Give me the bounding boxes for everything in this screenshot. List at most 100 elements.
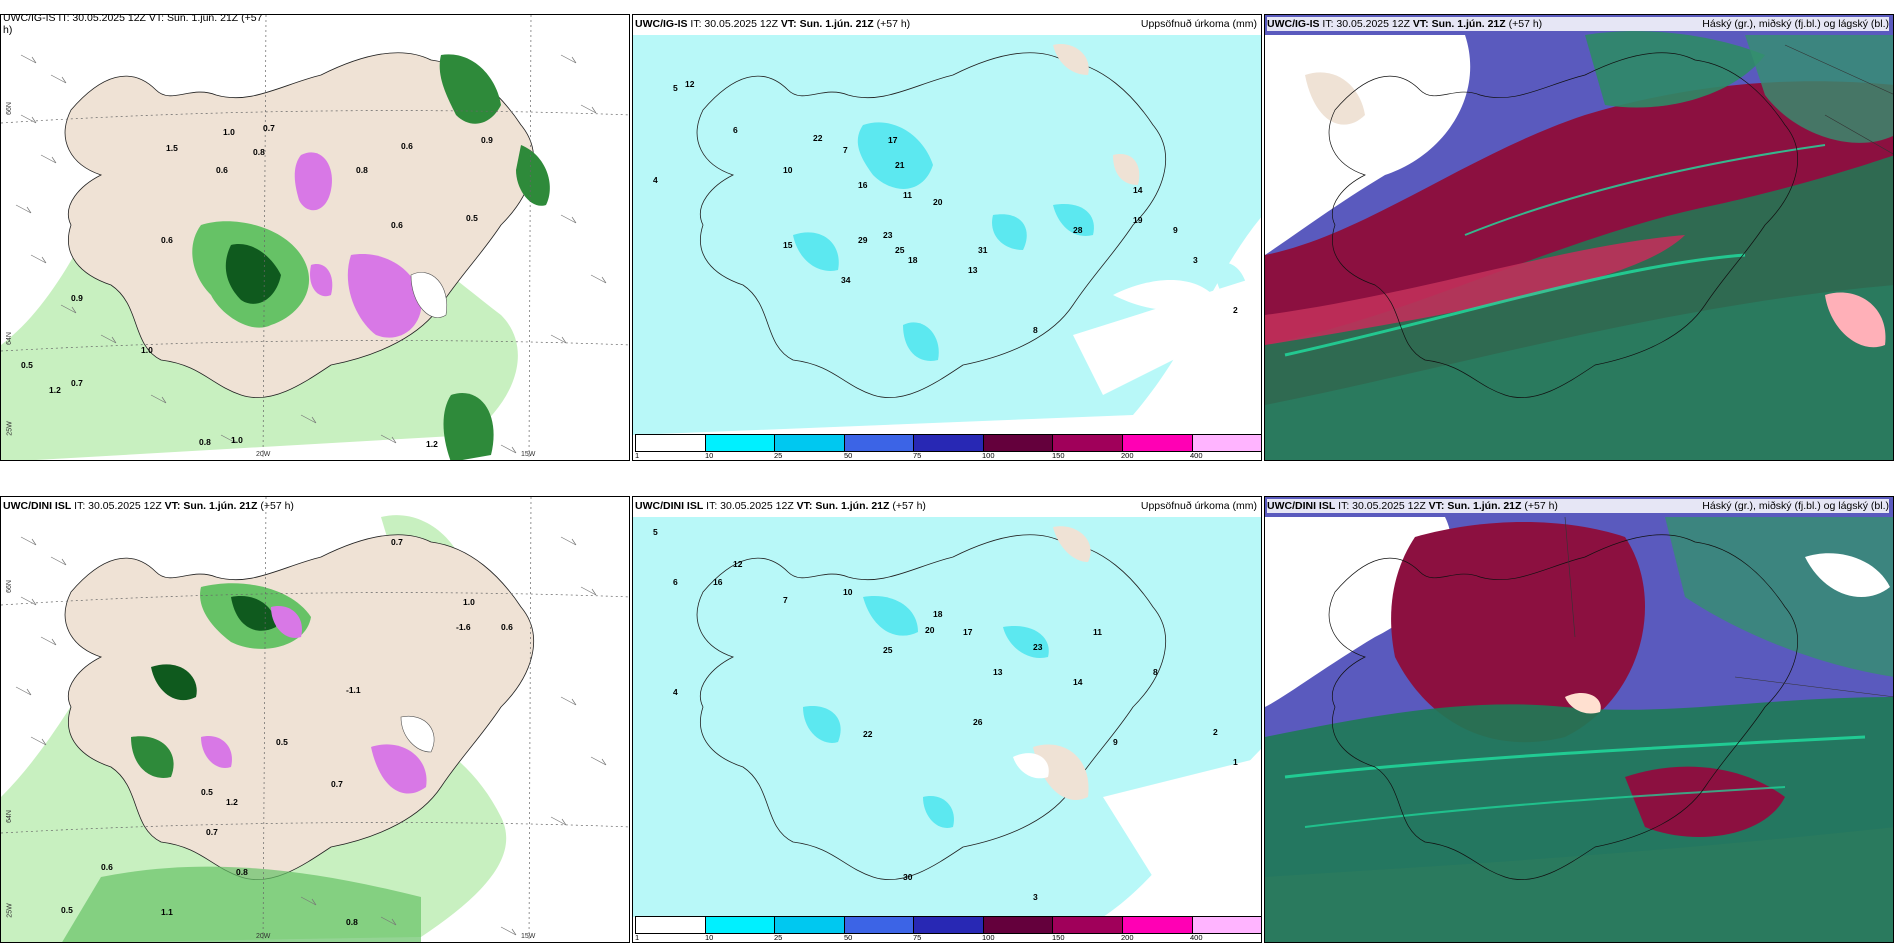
- precip-label: 1.2: [226, 797, 238, 807]
- accum-label: 16: [713, 577, 723, 587]
- colorbar-swatch: [705, 917, 776, 933]
- precip-label: 1.2: [426, 439, 438, 449]
- accum-label: 34: [841, 275, 851, 285]
- lat-label-66n: 66N: [5, 580, 13, 593]
- accum-label: 23: [883, 230, 893, 240]
- accum-label: 10: [783, 165, 793, 175]
- accum-label: 8: [1153, 667, 1158, 677]
- accum-label: 25: [883, 645, 893, 655]
- accum-label: 6: [733, 125, 738, 135]
- panel-header: UWC/IG-IS IT: 30.05.2025 12Z VT: Sun. 1.…: [3, 14, 625, 25]
- accum-label: 22: [813, 133, 823, 143]
- precip-label: 0.5: [61, 905, 73, 915]
- colorbar-tick: 50: [844, 451, 853, 460]
- precip-label: 0.8: [346, 917, 358, 927]
- lat-label-64n: 64N: [5, 332, 13, 345]
- colorbar-swatch: [636, 917, 706, 933]
- precip-label: 0.6: [161, 235, 173, 245]
- accumulated-precip-map: [633, 15, 1261, 460]
- precip-colorbar: [635, 434, 1261, 452]
- colorbar-tick: 100: [982, 933, 995, 942]
- accum-label: 5: [653, 527, 658, 537]
- precip-label: 1.0: [231, 435, 243, 445]
- accum-label: 22: [863, 729, 873, 739]
- precip-label: 0.9: [71, 293, 83, 303]
- precip-label: 0.9: [481, 135, 493, 145]
- accum-label: 23: [1033, 642, 1043, 652]
- precip-label: 0.6: [216, 165, 228, 175]
- map-panel-bottom-right: UWC/DINI ISL IT: 30.05.2025 12Z VT: Sun.…: [1264, 496, 1894, 943]
- accum-label: 30: [903, 872, 913, 882]
- cloud-cover-map: [1265, 497, 1893, 942]
- accum-label: 2: [1213, 727, 1218, 737]
- panel-header: UWC/DINI ISL IT: 30.05.2025 12Z VT: Sun.…: [1267, 499, 1889, 513]
- precip-colorbar: [635, 916, 1261, 934]
- accum-label: 9: [1113, 737, 1118, 747]
- wind-precip-map: [1, 15, 629, 460]
- accum-label: 11: [1093, 627, 1102, 637]
- accum-label: 20: [925, 625, 935, 635]
- panel-header: UWC/IG-IS IT: 30.05.2025 12Z VT: Sun. 1.…: [635, 18, 1257, 30]
- precip-label: 1.2: [49, 385, 61, 395]
- lat-label-64n: 64N: [5, 810, 13, 823]
- colorbar-swatch: [914, 435, 984, 451]
- accum-label: 13: [993, 667, 1003, 677]
- precip-label: 1.1: [161, 907, 173, 917]
- accum-label: 8: [1033, 325, 1038, 335]
- colorbar-tick: 25: [774, 451, 783, 460]
- panel-title: Háský (gr.), miðský (fj.bl.) og lágský (…: [1702, 500, 1889, 512]
- panel-title: Uppsöfnuð úrkoma (mm): [1140, 500, 1257, 512]
- colorbar-swatch: [705, 435, 776, 451]
- accum-label: 2: [1233, 305, 1238, 315]
- accum-label: 18: [908, 255, 918, 265]
- precip-label: 0.6: [391, 220, 403, 230]
- accum-label: 6: [673, 577, 678, 587]
- panel-title: Háský (gr.), miðský (fj.bl.) og lágský (…: [1702, 18, 1889, 30]
- colorbar-tick: 1: [635, 451, 640, 460]
- precip-label: 0.8: [236, 867, 248, 877]
- accum-label: 17: [888, 135, 898, 145]
- precip-label: 0.7: [263, 123, 275, 133]
- accum-label: 1: [1233, 757, 1238, 767]
- lon-label-15w: 15W: [521, 451, 536, 458]
- precip-label: 0.5: [21, 360, 33, 370]
- map-panel-bottom-middle: UWC/DINI ISL IT: 30.05.2025 12Z VT: Sun.…: [632, 496, 1262, 943]
- colorbar-swatch: [983, 435, 1054, 451]
- colorbar-swatch: [983, 917, 1054, 933]
- accumulated-precip-map: [633, 497, 1261, 942]
- panel-title: Uppsöfnuð úrkoma (mm): [1140, 18, 1257, 30]
- panel-header-wrap: h): [3, 24, 13, 36]
- precip-label: -1.6: [456, 622, 471, 632]
- precip-label: 0.8: [199, 437, 211, 447]
- accum-label: 14: [1133, 185, 1143, 195]
- colorbar-tick: 200: [1121, 451, 1134, 460]
- colorbar-swatch: [1192, 435, 1261, 451]
- colorbar-tick: 25: [774, 933, 783, 942]
- colorbar-swatch: [775, 917, 845, 933]
- accum-label: 7: [843, 145, 848, 155]
- colorbar-tick: 400: [1190, 451, 1203, 460]
- panel-header: UWC/IG-IS IT: 30.05.2025 12Z VT: Sun. 1.…: [1267, 17, 1889, 31]
- accum-label: 18: [933, 609, 943, 619]
- lon-label-25w: 25W: [6, 903, 14, 918]
- colorbar-swatch: [1122, 917, 1193, 933]
- colorbar-tick: 1: [635, 933, 640, 942]
- precip-label: 0.7: [331, 779, 343, 789]
- colorbar-tick: 75: [913, 451, 922, 460]
- precip-label: 0.5: [201, 787, 213, 797]
- colorbar-tick: 100: [982, 451, 995, 460]
- precip-label: 0.7: [71, 378, 83, 388]
- colorbar-swatch: [914, 917, 984, 933]
- accum-label: 3: [1033, 892, 1038, 902]
- colorbar-swatch: [1122, 435, 1193, 451]
- accum-label: 19: [1133, 215, 1143, 225]
- header-text: UWC/IG-IS IT: 30.05.2025 12Z VT: Sun. 1.…: [3, 14, 263, 24]
- accum-label: 12: [733, 559, 743, 569]
- precip-label: 0.5: [466, 213, 478, 223]
- accum-label: 31: [978, 245, 988, 255]
- accum-label: 7: [783, 595, 788, 605]
- lon-label-25w: 25W: [6, 421, 14, 436]
- accum-label: 21: [895, 160, 905, 170]
- accum-label: 12: [685, 79, 695, 89]
- lon-label-15w: 15W: [521, 933, 536, 940]
